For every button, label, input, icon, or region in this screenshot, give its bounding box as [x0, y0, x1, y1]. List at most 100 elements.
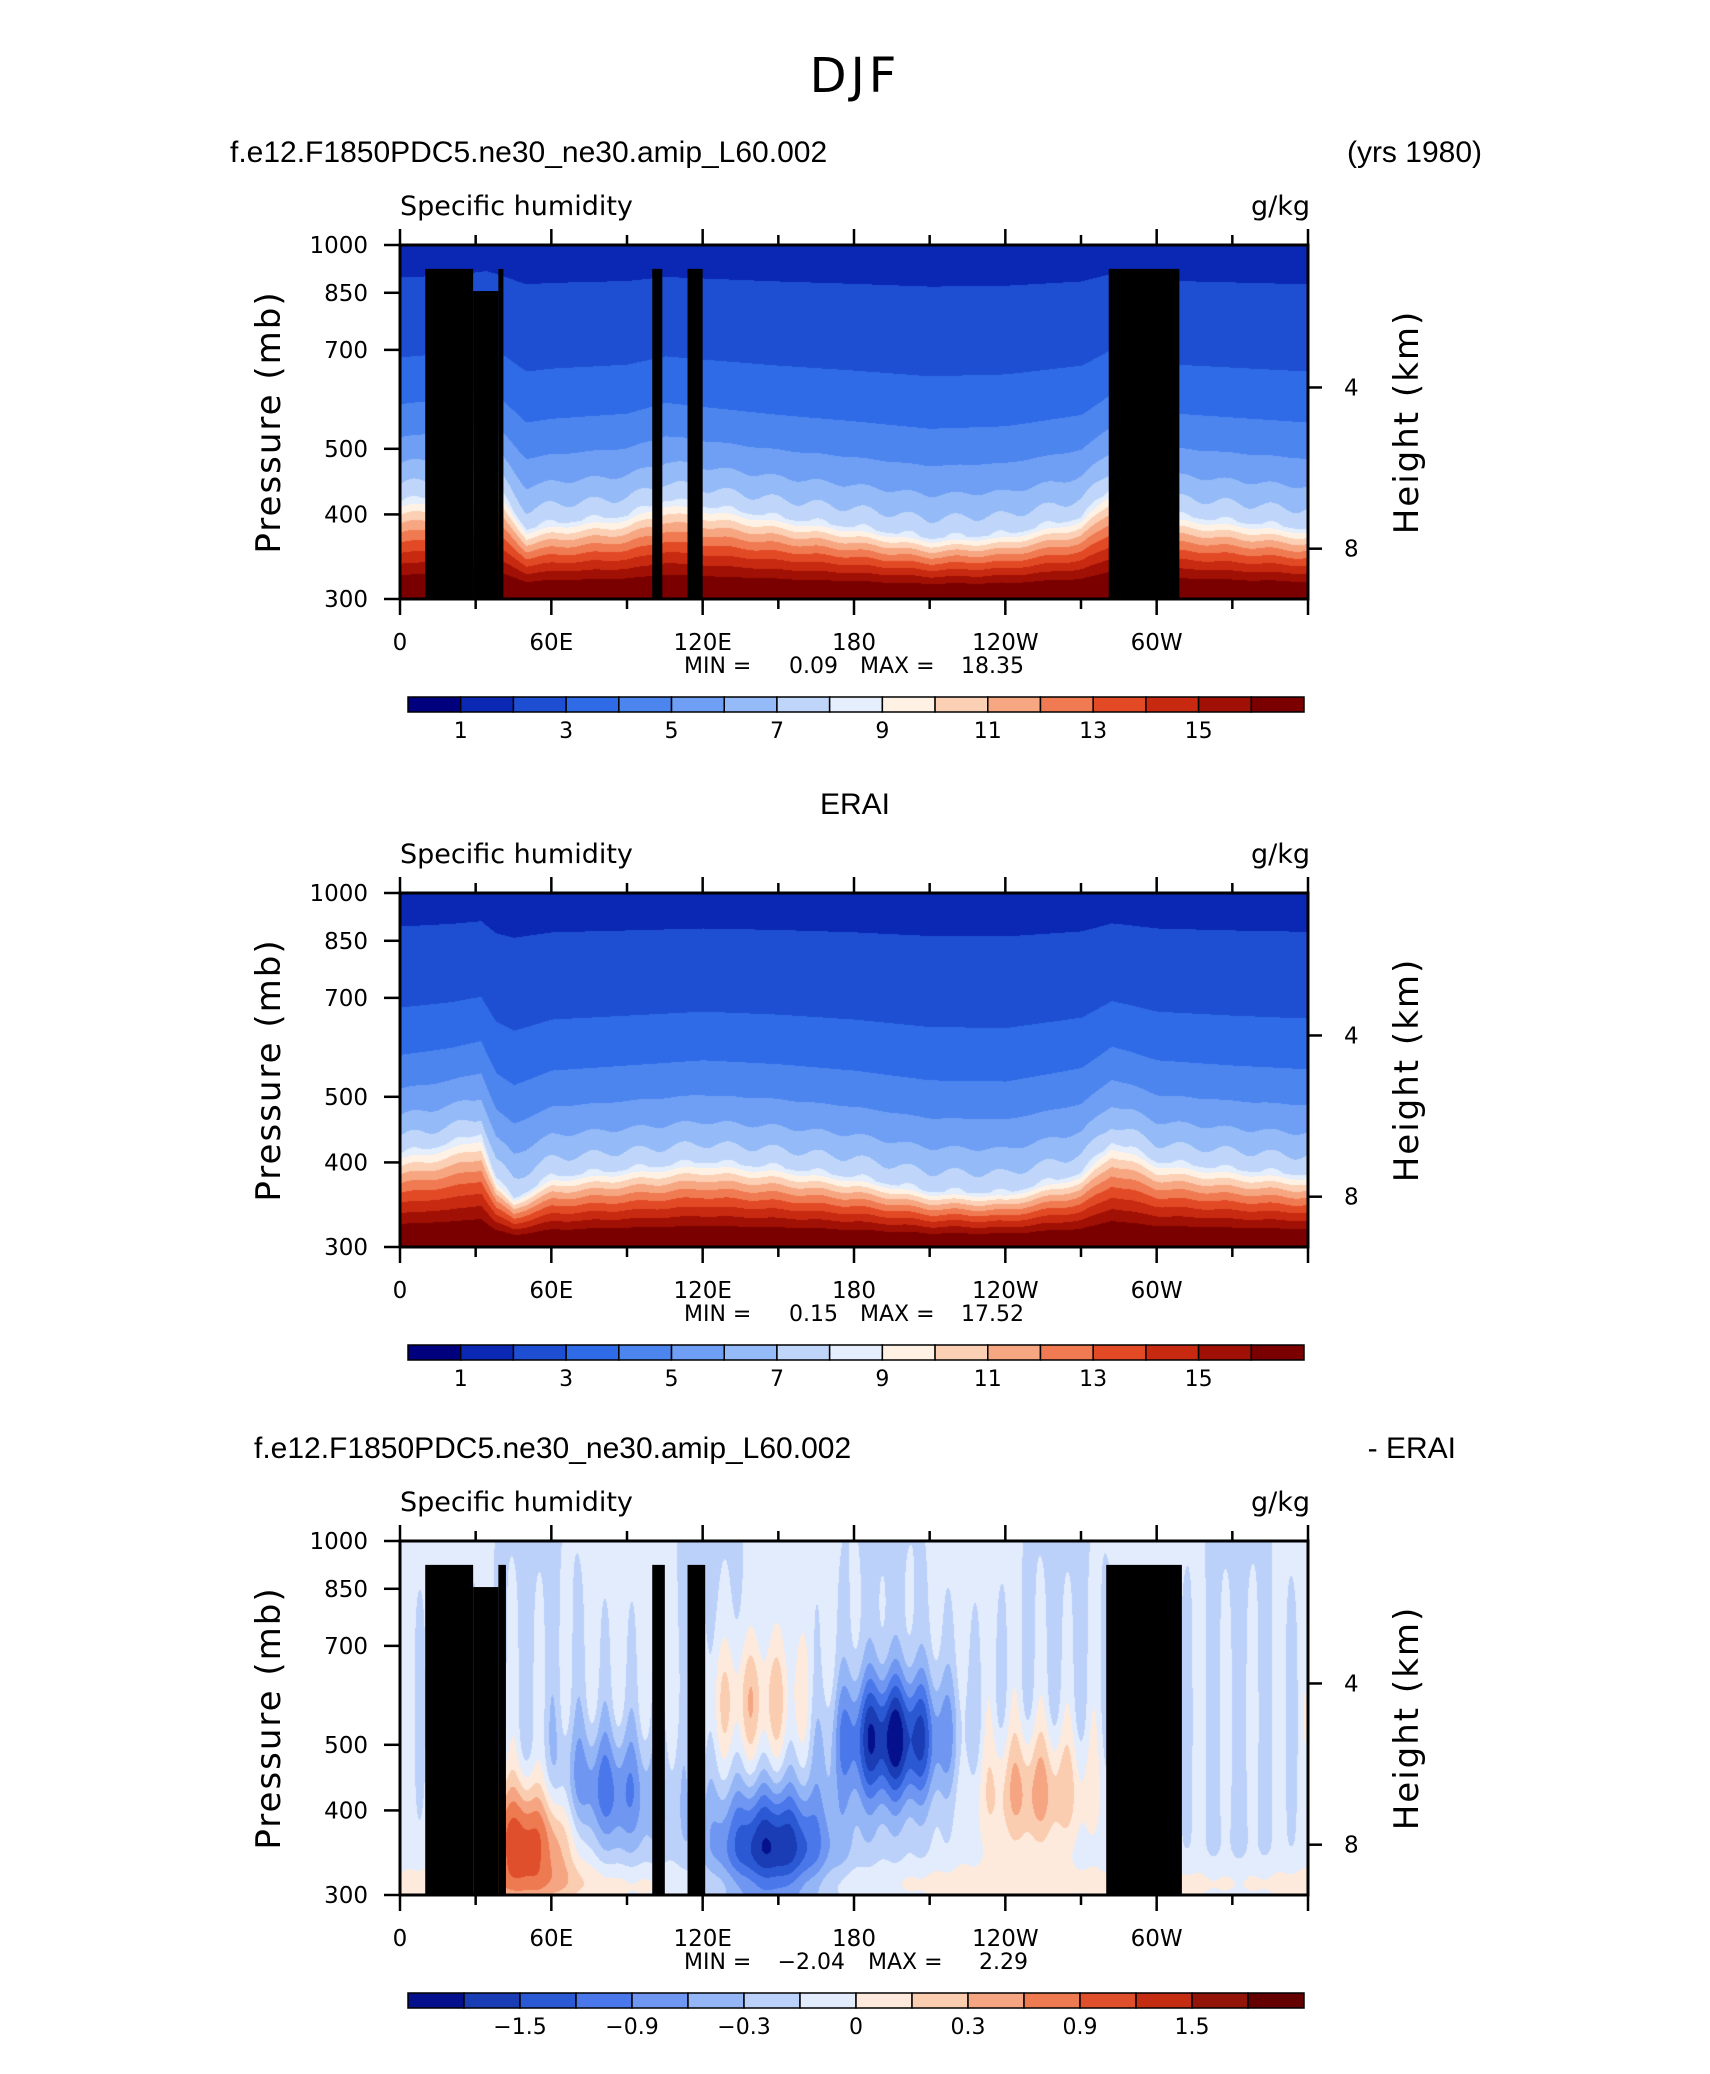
colorbar-label: 1.5 [1175, 2015, 1210, 2040]
y-tick-label-right: 4 [1344, 375, 1359, 401]
x-tick-label: 0 [393, 1926, 408, 1952]
x-tick-label: 60E [529, 1278, 573, 1304]
colorbar-box [1145, 696, 1200, 713]
colorbar-box [723, 1344, 778, 1361]
x-tick-label: 120W [972, 1926, 1039, 1952]
colorbar-label: 1 [454, 1367, 468, 1392]
colorbar-label: 13 [1079, 1367, 1107, 1392]
topography-block [687, 1564, 706, 1895]
topography-block [652, 1564, 665, 1895]
colorbar-label: −0.9 [605, 2015, 658, 2040]
panel-model-colorbar: 1 3 5 7 9 11 13 15 [407, 696, 1305, 744]
colorbar-box [459, 696, 515, 713]
colorbar-box [1023, 1992, 1081, 2009]
panel-model-heading-left: f.e12.F1850PDC5.ne30_ne30.amip_L60.002 [230, 136, 827, 169]
colorbar-box [776, 696, 831, 713]
panel-model-ylabel: Pressure (mb) [249, 290, 289, 553]
topography-block [652, 268, 663, 599]
colorbar-label: −0.3 [717, 2015, 770, 2040]
topography-block [425, 1564, 474, 1895]
colorbar-label: 0.9 [1063, 2015, 1098, 2040]
panel-diff-colorbar: −1.5 −0.9 −0.3 0 0.3 0.9 1.5 [407, 1992, 1305, 2040]
colorbar-box [618, 696, 673, 713]
y-tick-label: 400 [324, 1150, 368, 1176]
colorbar-label: 7 [770, 719, 784, 744]
colorbar-box [987, 696, 1042, 713]
colorbar-box [1092, 696, 1147, 713]
panel-diff-ylabel: Pressure (mb) [249, 1586, 289, 1849]
x-tick-label: 0 [393, 630, 408, 656]
y-tick-label: 500 [324, 1085, 368, 1111]
colorbar-box [1191, 1992, 1249, 2009]
colorbar-box [987, 1344, 1042, 1361]
panel-obs-colorbar: 1 3 5 7 9 11 13 15 [407, 1344, 1305, 1392]
y-tick-label: 300 [324, 1235, 368, 1261]
panel-model-ylabel-right: Height (km) [1387, 310, 1427, 535]
colorbar-box [512, 696, 567, 713]
y-tick-label: 850 [324, 1577, 368, 1603]
colorbar-box [407, 1992, 465, 2009]
y-tick-label: 300 [324, 1883, 368, 1909]
panel-diff-max-value: 2.29 [979, 1950, 1028, 1975]
y-tick-label: 700 [324, 986, 368, 1012]
x-tick-label: 60W [1131, 630, 1183, 656]
panel-obs-plot: 0 60E 120E 180 120W 60W 300 400 500 700 850 1000 8 4 [309, 877, 1359, 1304]
colorbar-box [1250, 696, 1305, 713]
colorbar-box [1039, 696, 1094, 713]
y-tick-label: 700 [324, 1634, 368, 1660]
y-tick-label: 850 [324, 281, 368, 307]
panel-model-min-value: 0.09 [789, 654, 838, 679]
panel-model-max-label: MAX = [860, 654, 935, 679]
x-tick-label: 60E [529, 1926, 573, 1952]
colorbar-box [1092, 1344, 1147, 1361]
colorbar-label: 13 [1079, 719, 1107, 744]
panel-obs-units: g/kg [1251, 839, 1310, 870]
panel-obs-min-value: 0.15 [789, 1302, 838, 1327]
topography-block [473, 291, 499, 599]
colorbar-box [618, 1344, 673, 1361]
colorbar-box [934, 696, 989, 713]
topography-block [1106, 1564, 1182, 1895]
panel-model-left-string: Specific humidity [400, 191, 633, 222]
colorbar-label: 7 [770, 1367, 784, 1392]
x-tick-label: 120E [673, 630, 731, 656]
colorbar-box [575, 1992, 633, 2009]
panel-obs-left-string: Specific humidity [400, 839, 633, 870]
x-tick-label: 120E [673, 1926, 731, 1952]
colorbar-label: 15 [1185, 719, 1213, 744]
colorbar-box [828, 696, 884, 713]
panel-diff-plot: 0 60E 120E 180 120W 60W 300 400 500 700 850 1000 8 4 [309, 1525, 1359, 1952]
panel-model-plot: 0 60E 120E 180 120W 60W 300 400 500 700 850 1000 8 4 [309, 229, 1359, 656]
colorbar-box [881, 696, 936, 713]
x-tick-label: 180 [832, 1926, 876, 1952]
colorbar-label: 11 [974, 1367, 1002, 1392]
colorbar-label: 3 [559, 719, 573, 744]
y-tick-label: 500 [324, 437, 368, 463]
colorbar-box [519, 1992, 577, 2009]
panel-diff-heading-left: f.e12.F1850PDC5.ne30_ne30.amip_L60.002 [254, 1432, 851, 1465]
colorbar-box [723, 696, 778, 713]
x-tick-label: 60W [1131, 1926, 1183, 1952]
panel-obs-max-label: MAX = [860, 1302, 935, 1327]
colorbar-box [881, 1344, 936, 1361]
colorbar-box [1145, 1344, 1200, 1361]
x-tick-label: 60W [1131, 1278, 1183, 1304]
y-tick-label-right: 8 [1344, 1833, 1359, 1859]
colorbar-label: 1 [454, 719, 468, 744]
y-tick-label: 1000 [309, 1529, 368, 1555]
colorbar-box [855, 1992, 913, 2009]
colorbar-box [512, 1344, 567, 1361]
colorbar-label: 9 [875, 1367, 889, 1392]
topography-block [498, 268, 504, 599]
y-tick-label: 300 [324, 587, 368, 613]
colorbar-box [828, 1344, 884, 1361]
colorbar-label: 5 [665, 719, 679, 744]
x-tick-label: 180 [832, 630, 876, 656]
x-tick-label: 120W [972, 630, 1039, 656]
contour-field [400, 893, 1308, 1247]
y-tick-label-right: 4 [1344, 1023, 1359, 1049]
x-tick-label: 180 [832, 1278, 876, 1304]
topography-block [498, 1564, 506, 1895]
colorbar-box [1250, 1344, 1305, 1361]
y-tick-label: 1000 [309, 881, 368, 907]
